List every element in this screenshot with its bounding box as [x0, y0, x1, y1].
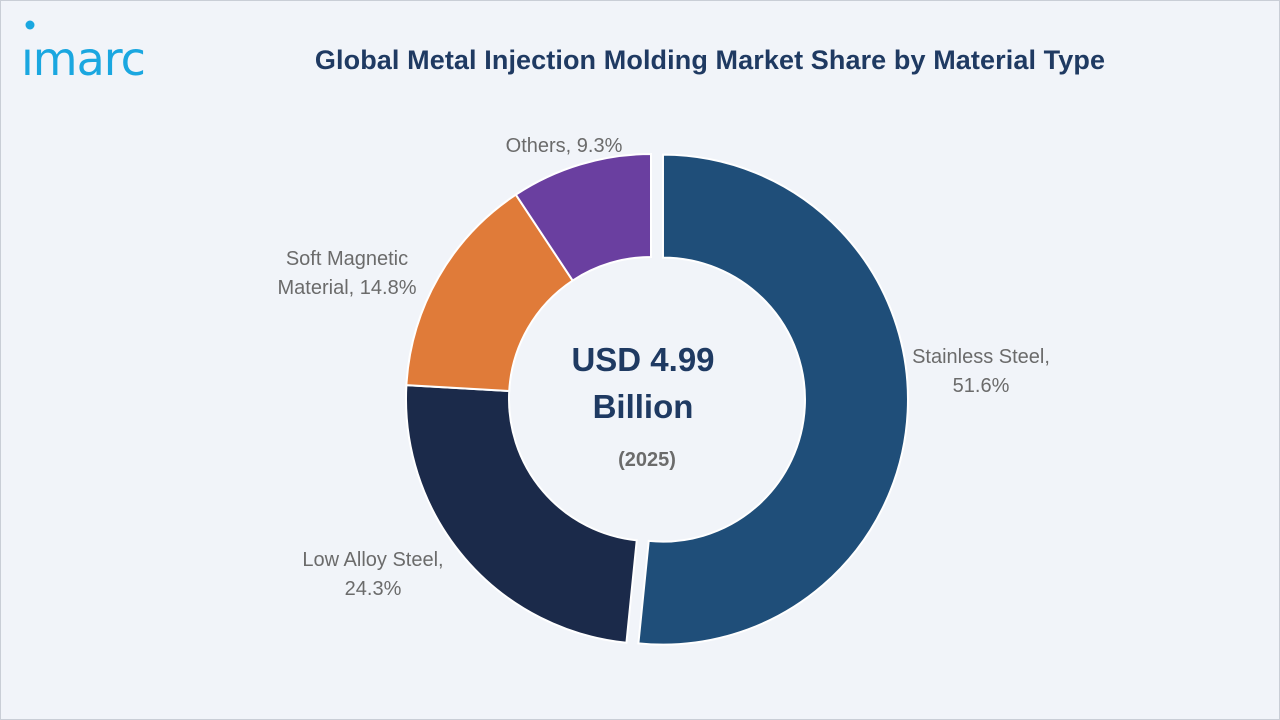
center-year: (2025) [618, 449, 676, 471]
slice-others [514, 152, 652, 282]
slice-label-stainless-steel: Stainless Steel, 51.6% [912, 346, 1050, 397]
svg-text:ımarc: ımarc [21, 32, 145, 81]
imarc-logo-graphic: ımarc [21, 20, 146, 81]
slice-stainless-steel [637, 153, 909, 646]
imarc-logo: ımarc [21, 19, 203, 81]
slice-low-alloy-steel [405, 384, 638, 644]
center-value: USD 4.99 Billion [571, 341, 714, 425]
slice-label-low-alloy-steel: Low Alloy Steel, 24.3% [302, 549, 443, 600]
chart-title: Global Metal Injection Molding Market Sh… [314, 45, 1106, 75]
slice-label-others: Others, 9.3% [506, 135, 623, 157]
slice-label-soft-magnetic-material: Soft Magnetic Material, 14.8% [278, 248, 417, 299]
